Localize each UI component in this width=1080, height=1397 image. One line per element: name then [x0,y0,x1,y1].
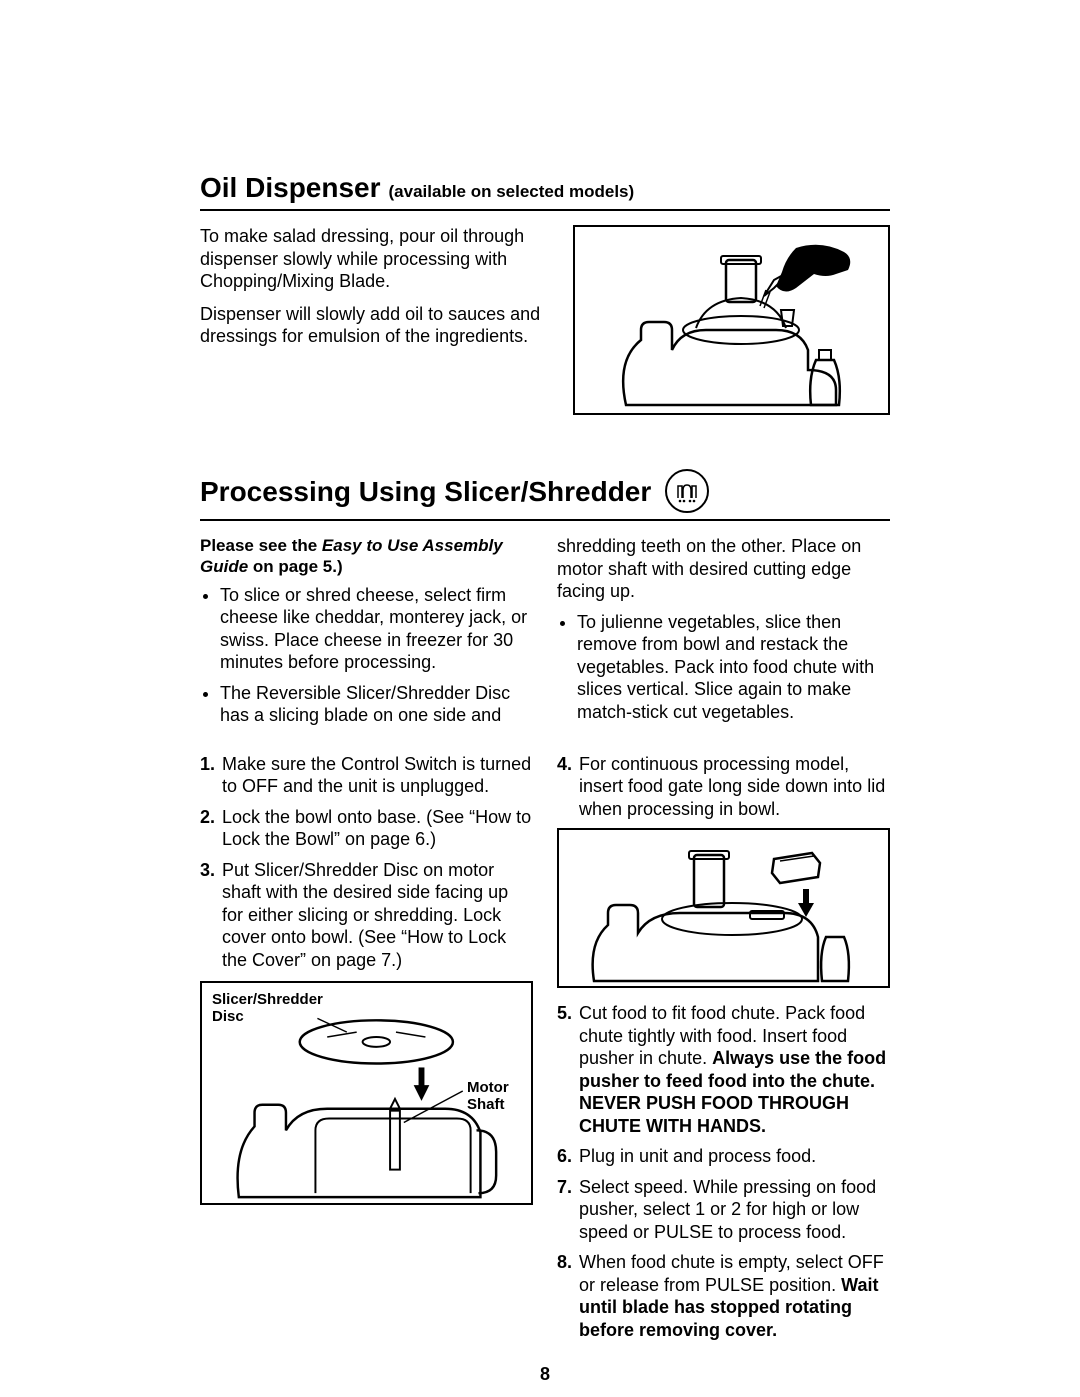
intro-right: shredding teeth on the other. Place on m… [557,535,890,735]
steps-right-b: 5.Cut food to fit food chute. Pack food … [557,1002,890,1341]
oil-dispenser-svg [586,230,876,410]
step-1: 1.Make sure the Control Switch is turned… [200,753,533,798]
bullet-right-cont: shredding teeth on the other. Place on m… [557,535,890,603]
section1-para2: Dispenser will slowly add oil to sauces … [200,303,555,348]
section1-title: Oil Dispenser (available on selected mod… [200,170,890,211]
step-2: 2.Lock the bowl onto base. (See “How to … [200,806,533,851]
step-3: 3.Put Slicer/Shredder Disc on motor shaf… [200,859,533,972]
bullet-left-1: To slice or shred cheese, select firm ch… [220,584,533,674]
section2-title-row: Processing Using Slicer/Shredder [200,469,890,521]
steps-right-col: 4.For continuous processing model, inser… [557,753,890,1350]
intro-bold-line: Please see the Easy to Use Assembly Guid… [200,535,533,578]
bullets-right: shredding teeth on the other. Place on m… [557,535,890,723]
bullet-right-1: To julienne vegetables, slice then remov… [577,611,890,724]
step-4-text: For continuous processing model, insert … [579,754,885,819]
step-4: 4.For continuous processing model, inser… [557,753,890,821]
step-1-text: Make sure the Control Switch is turned t… [222,754,531,797]
intro-a: Please see the [200,536,322,555]
bullet-left-2: The Reversible Slicer/Shredder Disc has … [220,682,533,727]
oil-dispenser-diagram [573,225,890,415]
steps-left: 1.Make sure the Control Switch is turned… [200,753,533,972]
step-2-text: Lock the bowl onto base. (See “How to Lo… [222,807,531,850]
steps-columns: 1.Make sure the Control Switch is turned… [200,753,890,1350]
step-6: 6.Plug in unit and process food. [557,1145,890,1168]
step-8: 8.When food chute is empty, select OFF o… [557,1251,890,1341]
step-5: 5.Cut food to fit food chute. Pack food … [557,1002,890,1137]
section2-title-main: Processing Using Slicer/Shredder [200,474,651,509]
steps-right-a: 4.For continuous processing model, inser… [557,753,890,821]
step-6-text: Plug in unit and process food. [579,1146,816,1166]
slicer-disc-diagram: Slicer/Shredder Disc Motor Shaft [200,981,533,1205]
intro-left: Please see the Easy to Use Assembly Guid… [200,535,533,735]
section1-title-sub: (available on selected models) [389,181,635,202]
slicer-shredder-icon [665,469,709,513]
section1-row: To make salad dressing, pour oil through… [200,225,890,415]
step-3-text: Put Slicer/Shredder Disc on motor shaft … [222,860,508,970]
food-gate-diagram [557,828,890,988]
section1-para1: To make salad dressing, pour oil through… [200,225,555,293]
shaft-label: Motor Shaft [467,1079,521,1114]
intro-c: on page 5.) [248,557,342,576]
bullets-left: To slice or shred cheese, select firm ch… [200,584,533,727]
step-7: 7.Select speed. While pressing on food p… [557,1176,890,1244]
step-7-text: Select speed. While pressing on food pus… [579,1177,876,1242]
step-8a-text: When food chute is empty, select OFF or … [579,1252,884,1295]
page-number: 8 [200,1363,890,1386]
section1-title-main: Oil Dispenser [200,170,381,205]
intro-columns: Please see the Easy to Use Assembly Guid… [200,535,890,735]
steps-left-col: 1.Make sure the Control Switch is turned… [200,753,533,1350]
section1-text: To make salad dressing, pour oil through… [200,225,555,415]
disc-label: Slicer/Shredder Disc [212,991,332,1026]
